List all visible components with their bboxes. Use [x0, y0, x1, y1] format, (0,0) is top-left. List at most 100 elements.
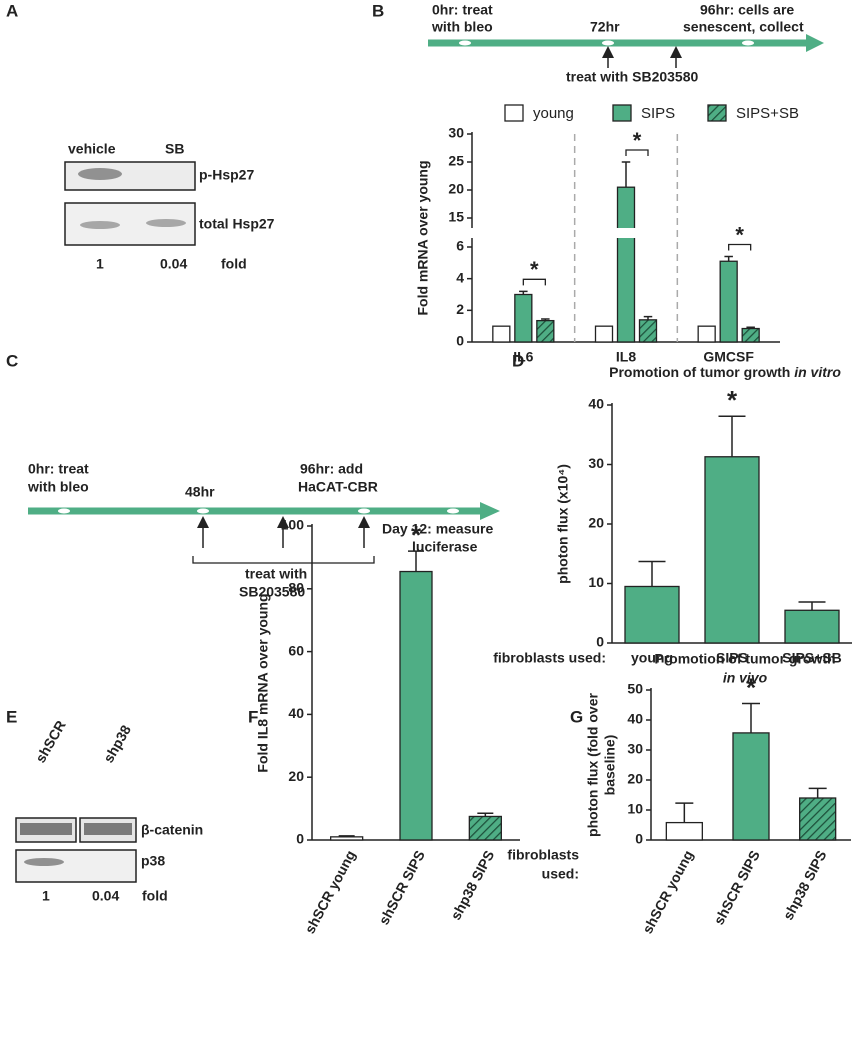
y-tick-label: 20: [288, 768, 304, 784]
y-axis-label: baseline): [602, 735, 618, 796]
blot-e: shSCR shp38 β-catenin p38 1 0.04 fold: [15, 718, 203, 904]
fold-label: fold: [221, 256, 247, 272]
y-tick-label: 50: [627, 681, 643, 697]
timeline-text: 96hr: cells are: [700, 2, 794, 18]
timeline-text: treat with: [245, 566, 307, 582]
error-bar: [338, 835, 355, 837]
panel-label: A: [6, 1, 18, 20]
error-bar: [724, 255, 733, 262]
y-tick-label: 15: [448, 209, 464, 225]
timeline-text: 72hr: [590, 19, 620, 35]
y-tick-label: 20: [627, 771, 643, 787]
fold-value: 0.04: [92, 888, 119, 904]
y-axis-label: Fold mRNA over young: [415, 160, 431, 315]
timeline-text: 48hr: [185, 484, 215, 500]
timeline-text: with bleo: [27, 479, 89, 495]
legend-label: SIPS+SB: [736, 105, 799, 122]
bar: [799, 797, 837, 841]
x-tick-label: GMCSF: [703, 349, 754, 365]
legend-label: young: [533, 105, 574, 122]
error-bar: [718, 415, 746, 457]
significance-bracket: [625, 149, 649, 156]
chart-title: Promotion of tumor growth: [654, 651, 835, 667]
y-tick-label: 0: [596, 634, 604, 650]
bar: [638, 319, 658, 343]
y-tick-label: 30: [627, 741, 643, 757]
fold-label: fold: [142, 888, 168, 904]
fold-value: 1: [96, 256, 104, 272]
y-tick-label: 40: [288, 705, 304, 721]
timeline-text: senescent, collect: [683, 19, 804, 35]
y-tick-label: 40: [588, 396, 604, 412]
y-axis-label: photon flux (fold over: [585, 693, 601, 837]
x-tick-label: shSCR SIPS: [375, 848, 427, 928]
y-tick-label: 0: [296, 831, 304, 847]
x-axis-label: fibroblasts: [507, 847, 579, 863]
timeline-text: 0hr: treat: [28, 461, 89, 477]
significance: *: [746, 672, 757, 702]
bar: [468, 815, 502, 841]
error-bar: [746, 326, 755, 329]
x-tick-label: shSCR SIPS: [710, 848, 762, 928]
lane-label: SB: [165, 141, 184, 157]
y-tick-label: 30: [448, 125, 464, 141]
fold-value: 1: [42, 888, 50, 904]
significance: *: [735, 222, 744, 247]
bar: [624, 585, 680, 644]
y-tick-label: 80: [288, 580, 304, 596]
error-bar: [675, 802, 694, 823]
band-label: total Hsp27: [199, 216, 275, 232]
legend-swatch: [504, 104, 524, 122]
error-bar: [798, 601, 826, 611]
bar: [704, 456, 760, 644]
bar: [732, 732, 770, 841]
significance: *: [411, 520, 422, 550]
bar: [616, 186, 636, 343]
y-tick-label: 20: [448, 181, 464, 197]
x-tick-label: SIPS+SB: [782, 650, 842, 666]
error-bar: [621, 161, 631, 188]
error-bar: [742, 702, 760, 733]
x-axis-label: used:: [542, 866, 579, 882]
y-tick-label: 20: [588, 515, 604, 531]
significance-bracket: [522, 278, 546, 286]
panel-label: E: [6, 707, 17, 726]
band-label: p-Hsp27: [199, 167, 254, 183]
x-tick-label: shp38 SIPS: [780, 848, 830, 923]
legend-label: SIPS: [641, 105, 675, 122]
timeline-text: 96hr: add: [300, 461, 363, 477]
timeline-text: HaCAT-CBR: [298, 479, 378, 495]
panel-label: F: [248, 707, 258, 726]
chart-title: in vivo: [723, 670, 768, 686]
band-label: β-catenin: [141, 822, 203, 838]
legend-swatch: [612, 104, 632, 122]
chart-title: Promotion of tumor growth in vitro: [609, 364, 841, 380]
title-text: Promotion of tumor growth: [609, 364, 790, 380]
x-tick-label: shp38 SIPS: [447, 848, 497, 923]
y-tick-label: 2: [456, 301, 464, 317]
bar: [492, 325, 511, 343]
significance: *: [530, 257, 539, 282]
timeline-text: 0hr: treat: [432, 2, 493, 18]
x-tick-label: shSCR young: [301, 848, 358, 937]
lane-label: shp38: [100, 722, 134, 765]
axis-break: [466, 228, 780, 238]
x-tick-label: shSCR young: [639, 848, 696, 937]
legend-swatch: [707, 104, 727, 122]
significance: *: [633, 128, 642, 153]
error-bar: [408, 550, 424, 572]
error-bar: [541, 318, 550, 321]
panel-label: C: [6, 351, 18, 370]
title-italic: in vitro: [794, 364, 841, 380]
bar: [784, 609, 840, 644]
bar: [741, 327, 760, 343]
fold-value: 0.04: [160, 256, 187, 272]
error-bar: [477, 812, 494, 817]
bar: [665, 821, 703, 841]
blot-a: vehicle SB p-Hsp27 total Hsp27 1 0.04 fo…: [64, 141, 275, 272]
timeline-text: luciferase: [412, 539, 478, 555]
band-label: p38: [141, 853, 165, 869]
x-tick-label: IL6: [513, 349, 533, 365]
bar: [399, 570, 433, 841]
